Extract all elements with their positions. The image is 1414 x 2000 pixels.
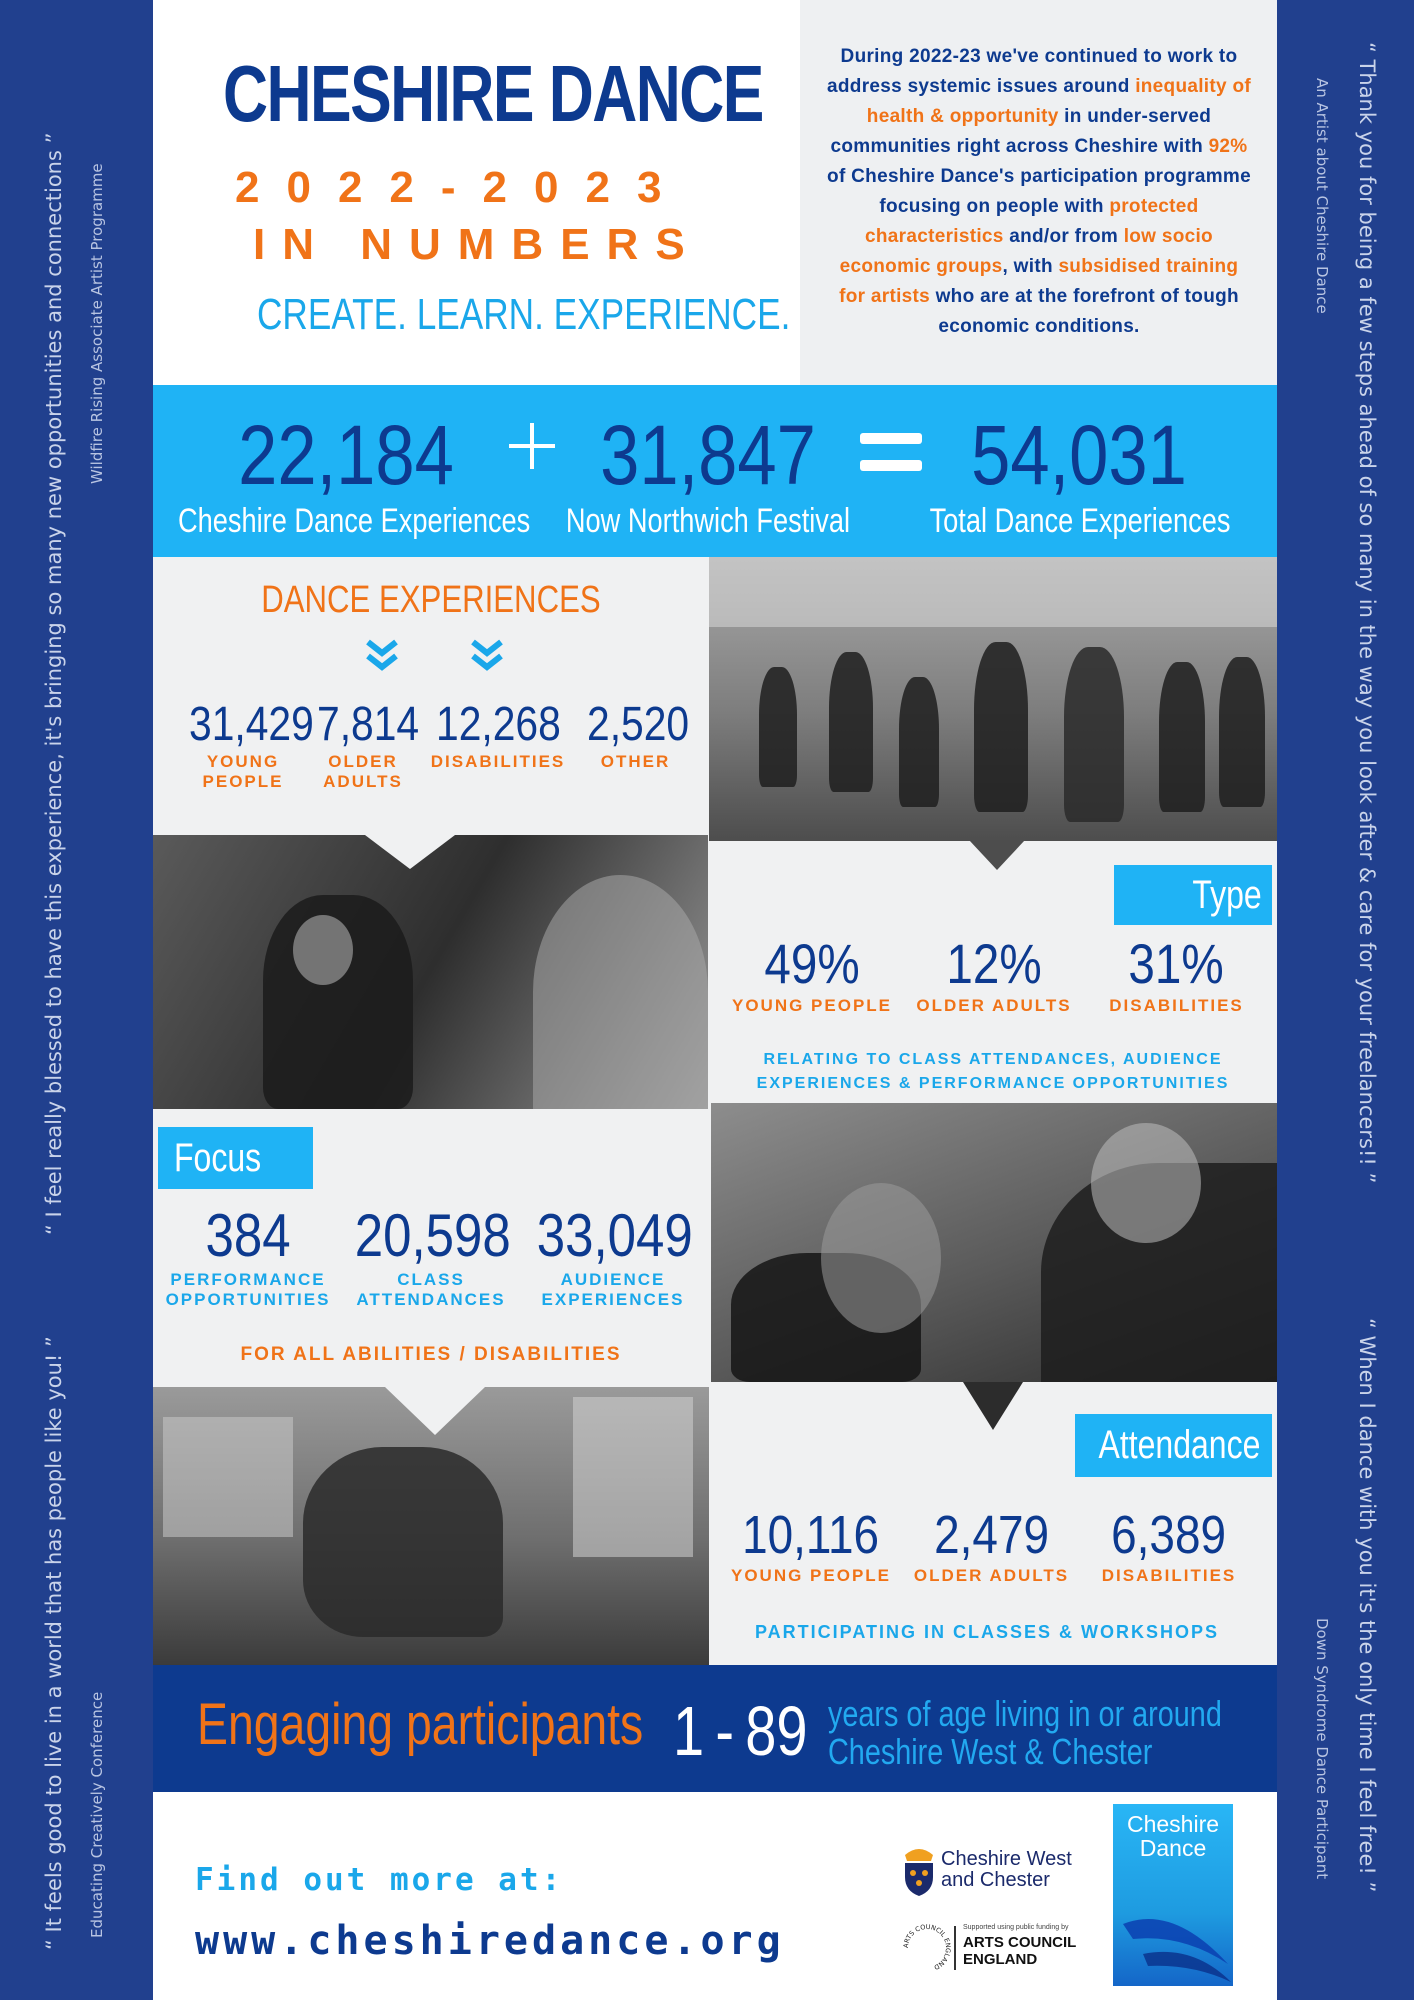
cheshire-dance-logo: Cheshire Dance bbox=[1113, 1804, 1233, 1986]
focus-section: Focus 384 PERFORMANCE OPPORTUNITIES 20,5… bbox=[153, 1109, 709, 1387]
type-tag: Type bbox=[1114, 865, 1272, 925]
chevron-down-icon bbox=[471, 639, 503, 671]
cwac-line2: and Chester bbox=[941, 1869, 1050, 1891]
arts-council-line1: ARTS COUNCIL bbox=[963, 1934, 1077, 1951]
logo-line1: Cheshire bbox=[1126, 1811, 1220, 1837]
focus-tag: Focus bbox=[158, 1127, 313, 1189]
quote-right-top-source: An Artist about Cheshire Dance bbox=[1313, 78, 1331, 314]
photo-children-dance-class bbox=[709, 557, 1277, 841]
quote-left-bottom-source: Educating Creatively Conference bbox=[88, 1691, 106, 1938]
intro-highlight: 92% bbox=[1208, 136, 1248, 157]
intro-part: , with bbox=[1002, 256, 1059, 277]
total-northwich-value: 31,847 bbox=[600, 408, 816, 502]
intro-part: and/or from bbox=[1003, 226, 1124, 247]
arts-council-ring-icon: ARTS COUNCIL ENGLAND bbox=[902, 1923, 952, 1971]
type-disabilities: 31% DISABILITIES bbox=[1109, 932, 1244, 1015]
type-older-adults: 12% OLDER ADULTS bbox=[916, 932, 1072, 1015]
intro-text: During 2022-23 we've continued to work t… bbox=[824, 42, 1254, 342]
photo-wheelchair-dance bbox=[711, 1103, 1277, 1382]
attendance-disabilities: 6,389 DISABILITIES bbox=[1101, 1505, 1237, 1585]
intro-part: of Cheshire Dance's participation progra… bbox=[827, 166, 1251, 217]
equals-icon bbox=[860, 433, 922, 471]
intro-highlight: low socio economic groups bbox=[839, 226, 1213, 277]
infographic: CHESHIRE DANCE 2022-2023 IN NUMBERS CREA… bbox=[153, 0, 1277, 2000]
stat-other: 2,520 OTHER bbox=[587, 698, 690, 771]
type-caption: RELATING TO CLASS ATTENDANCES, AUDIENCE … bbox=[756, 1051, 1230, 1092]
quote-right-top: “ Thank you for being a few steps ahead … bbox=[1355, 42, 1379, 1184]
type-young-people: 49% YOUNG PEOPLE bbox=[731, 932, 893, 1015]
cwac-line1: Cheshire West bbox=[941, 1848, 1072, 1870]
stat-older-adults: 7,814 OLDER ADULTS bbox=[317, 698, 420, 791]
arts-council-small: Supported using public funding by bbox=[963, 1924, 1069, 1931]
dance-experiences-section: DANCE EXPERIENCES 31,429 YOUNG PEOPLE 7,… bbox=[153, 557, 708, 835]
arts-council-ring-text: ARTS COUNCIL ENGLAND bbox=[902, 1923, 952, 1971]
footer: Find out more at: www.cheshiredance.org … bbox=[153, 1792, 1277, 2000]
header-title-block: CHESHIRE DANCE 2022-2023 IN NUMBERS CREA… bbox=[153, 0, 800, 385]
pointer-triangle bbox=[969, 840, 1025, 870]
intro-highlight: subsidised training for artists bbox=[839, 256, 1239, 307]
total-northwich-label: Now Northwich Festival bbox=[565, 502, 851, 540]
svg-text:ARTS COUNCIL ENGLAND: ARTS COUNCIL ENGLAND bbox=[902, 1923, 952, 1971]
age-range-description: years of age living in or around Cheshir… bbox=[828, 1693, 1222, 1772]
chevron-down-icon bbox=[366, 639, 398, 671]
attendance-older-adults: 2,479 OLDER ADULTS bbox=[913, 1505, 1070, 1585]
intro-highlight: inequality of health & opportunity bbox=[866, 76, 1251, 127]
title-years: 2022-2023 bbox=[235, 163, 689, 212]
quote-left-bottom: “ It feels good to live in a world that … bbox=[42, 1336, 66, 1950]
quote-right-bottom-source: Down Syndrome Dance Participant bbox=[1313, 1618, 1331, 1880]
intro-part: who are at the forefront of tough econom… bbox=[930, 286, 1239, 337]
logo-line2: Dance bbox=[1139, 1835, 1207, 1861]
attendance-young-people: 10,116 YOUNG PEOPLE bbox=[730, 1505, 892, 1585]
intro-block: During 2022-23 we've continued to work t… bbox=[800, 0, 1277, 385]
totals-band: 22,184 Cheshire Dance Experiences 31,847… bbox=[153, 385, 1277, 557]
pointer-triangle bbox=[385, 1387, 485, 1435]
intro-part: in under-served communities right across… bbox=[830, 106, 1212, 157]
total-cheshire-dance-value: 22,184 bbox=[238, 408, 454, 502]
dance-experiences-heading: DANCE EXPERIENCES bbox=[260, 579, 601, 621]
attendance-tag: Attendance bbox=[1075, 1414, 1272, 1477]
cwac-crest-icon bbox=[905, 1849, 933, 1896]
find-out-more-label: Find out more at: bbox=[195, 1862, 564, 1898]
total-cheshire-dance-label: Cheshire Dance Experiences bbox=[178, 502, 531, 540]
arts-council-line2: ENGLAND bbox=[963, 1951, 1038, 1968]
focus-caption: FOR ALL ABILITIES / DISABILITIES bbox=[240, 1344, 622, 1365]
intro-highlight: protected characteristics bbox=[865, 196, 1199, 247]
photo-older-adults-dancing bbox=[153, 835, 708, 1109]
right-quote-column: “ Thank you for being a few steps ahead … bbox=[1277, 0, 1414, 2000]
website-link[interactable]: www.cheshiredance.org bbox=[195, 1918, 785, 1964]
focus-class-attendances: 20,598 CLASS ATTENDANCES bbox=[354, 1202, 511, 1309]
quote-right-bottom: “ When I dance with you it's the only ti… bbox=[1355, 1318, 1379, 1893]
pointer-triangle bbox=[365, 835, 455, 869]
page-title: CHESHIRE DANCE bbox=[223, 49, 764, 138]
cwac-logo: Cheshire West and Chester bbox=[901, 1847, 1072, 1902]
logo-swoosh-icon bbox=[1123, 1919, 1231, 1982]
engaging-band: Engaging participants 1-89 years of age … bbox=[153, 1665, 1277, 1792]
intro-part: During 2022-23 we've continued to work t… bbox=[827, 46, 1238, 97]
focus-performance: 384 PERFORMANCE OPPORTUNITIES bbox=[165, 1202, 331, 1309]
photo-youth-dancer bbox=[153, 1387, 709, 1665]
tagline: CREATE. LEARN. EXPERIENCE. bbox=[257, 290, 791, 339]
type-section: Type 49% YOUNG PEOPLE 12% OLDER ADULTS 3… bbox=[709, 841, 1277, 1101]
stat-disabilities: 12,268 DISABILITIES bbox=[430, 698, 566, 771]
attendance-section: Attendance 10,116 YOUNG PEOPLE 2,479 OLD… bbox=[709, 1382, 1277, 1665]
engaging-lead: Engaging participants bbox=[197, 1692, 644, 1757]
focus-audience: 33,049 AUDIENCE EXPERIENCES bbox=[536, 1202, 693, 1309]
total-dance-value: 54,031 bbox=[971, 408, 1187, 502]
plus-icon bbox=[509, 423, 555, 469]
arts-council-logo: ARTS COUNCIL ENGLAND Supported using pub… bbox=[901, 1922, 1081, 1982]
age-range: 1-89 bbox=[673, 1692, 808, 1770]
quote-left-top: “ I feel really blessed to have this exp… bbox=[42, 132, 66, 1235]
attendance-caption: PARTICIPATING IN CLASSES & WORKSHOPS bbox=[754, 1622, 1220, 1642]
stat-young-people: 31,429 YOUNG PEOPLE bbox=[189, 698, 314, 791]
total-dance-label: Total Dance Experiences bbox=[929, 502, 1231, 540]
title-in-numbers: IN NUMBERS bbox=[253, 220, 702, 269]
pointer-triangle bbox=[963, 1382, 1023, 1430]
quote-left-top-source: Wildfire Rising Associate Artist Program… bbox=[88, 163, 106, 484]
left-quote-column: “ I feel really blessed to have this exp… bbox=[0, 0, 153, 2000]
